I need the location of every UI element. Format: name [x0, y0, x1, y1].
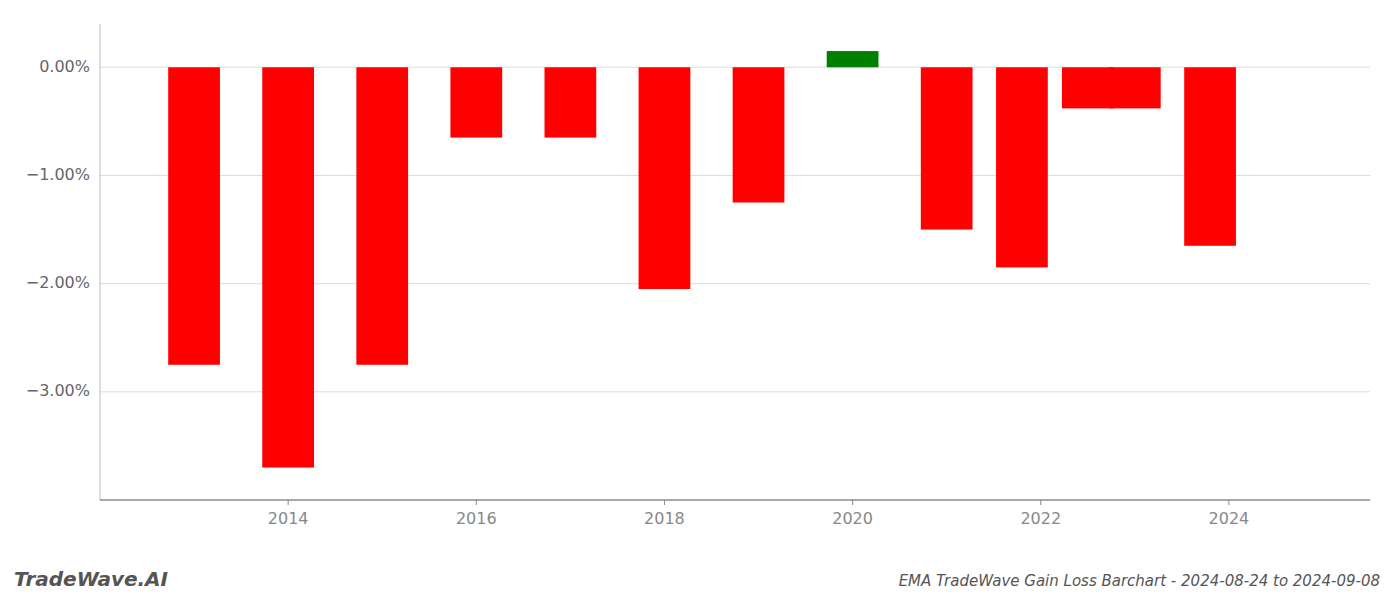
- x-tick: [664, 500, 665, 505]
- x-tick: [852, 500, 853, 505]
- x-tick-label: 2024: [1209, 509, 1250, 528]
- x-tick: [288, 500, 289, 505]
- y-tick-label: 0.00%: [39, 57, 90, 76]
- x-ticks: 2014 2016 2018 2020 2022 2024: [268, 500, 1249, 528]
- x-tick-label: 2022: [1020, 509, 1061, 528]
- bar: [639, 67, 691, 289]
- bar: [921, 67, 973, 229]
- bar: [1109, 67, 1161, 108]
- x-tick-label: 2016: [456, 509, 497, 528]
- bar: [168, 67, 220, 365]
- y-tick-label: −2.00%: [26, 273, 90, 292]
- bar: [1184, 67, 1236, 246]
- y-axis-line: [100, 24, 101, 500]
- bar: [1062, 67, 1114, 108]
- watermark: TradeWave.AI: [14, 567, 169, 591]
- chart-svg: 0.00%−1.00%−2.00%−3.00%20142016201820202…: [0, 0, 1400, 600]
- x-tick-label: 2020: [832, 509, 873, 528]
- x-tick: [1228, 500, 1229, 505]
- x-tick-label: 2014: [268, 509, 309, 528]
- x-axis-line: [100, 499, 1370, 500]
- bar: [262, 67, 314, 467]
- bar: [827, 51, 879, 67]
- y-tick-label: −1.00%: [26, 165, 90, 184]
- chart-container: 0.00%−1.00%−2.00%−3.00%20142016201820202…: [0, 0, 1400, 600]
- x-tick-label: 2018: [644, 509, 685, 528]
- y-tick-label: −3.00%: [26, 381, 90, 400]
- x-tick: [476, 500, 477, 505]
- x-tick: [1040, 500, 1041, 505]
- bars: [168, 51, 1236, 468]
- bar: [356, 67, 408, 365]
- title: EMA TradeWave Gain Loss Barchart - 2024-…: [899, 572, 1380, 590]
- bar: [450, 67, 502, 137]
- bar: [545, 67, 597, 137]
- y-tick-labels: 0.00% −1.00% −2.00% −3.00%: [26, 57, 90, 401]
- bar: [996, 67, 1048, 267]
- background: [0, 0, 1400, 600]
- bar: [733, 67, 785, 202]
